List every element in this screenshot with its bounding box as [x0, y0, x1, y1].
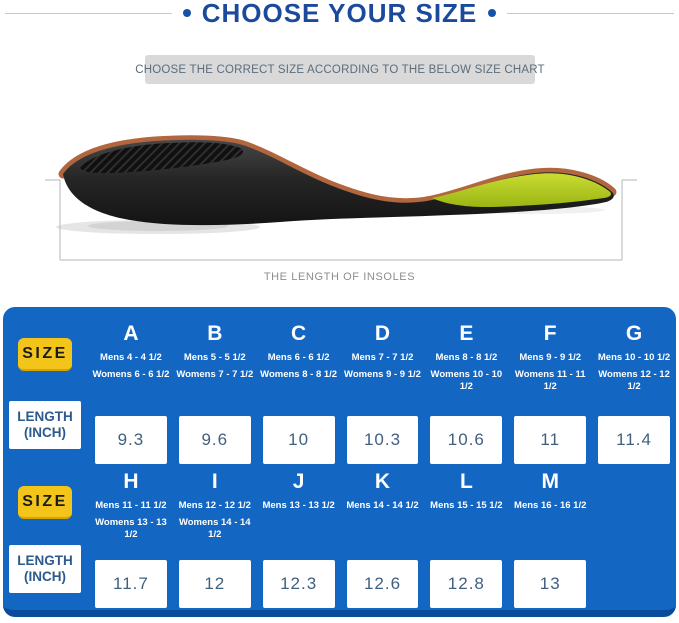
mens-range: Mens 12 - 12 1/2	[178, 500, 251, 511]
length-header-line1: LENGTH	[17, 409, 73, 424]
header-rule-left	[4, 12, 172, 14]
womens-range: Womens 14 - 14 1/2	[178, 517, 251, 540]
empty-size-slot	[592, 455, 676, 541]
length-cell-j: 12.3	[262, 560, 335, 608]
mens-range: Mens 13 - 13 1/2	[262, 500, 335, 511]
size-badge: SIZE	[18, 486, 72, 519]
womens-range: Womens 10 - 10 1/2	[430, 369, 503, 392]
size-letter: C	[291, 322, 307, 345]
mens-range: Mens 6 - 6 1/2	[267, 352, 330, 363]
size-column-m: M Mens 16 - 16 1/2	[508, 455, 592, 541]
length-header-line2: (INCH)	[24, 425, 66, 440]
size-letter: M	[541, 470, 559, 493]
length-header-line2: (INCH)	[24, 569, 66, 584]
size-column-f: F Mens 9 - 9 1/2 Womens 11 - 11 1/2	[508, 307, 592, 397]
length-cell-e: 10.6	[430, 416, 503, 464]
size-letter: H	[123, 470, 139, 493]
size-letter: F	[543, 322, 557, 345]
size-column-k: K Mens 14 - 14 1/2	[341, 455, 425, 541]
mens-range: Mens 7 - 7 1/2	[351, 352, 414, 363]
size-letter: A	[123, 322, 139, 345]
size-column-c: C Mens 6 - 6 1/2 Womens 8 - 8 1/2	[257, 307, 341, 397]
page-header: CHOOSE YOUR SIZE	[0, 0, 679, 28]
size-column-g: G Mens 10 - 10 1/2 Womens 12 - 12 1/2	[592, 307, 676, 397]
length-cell-d: 10.3	[346, 416, 419, 464]
page-title: CHOOSE YOUR SIZE	[201, 0, 478, 28]
size-column-h: H Mens 11 - 11 1/2 Womens 13 - 13 1/2	[89, 455, 173, 541]
length-cell-m: 13	[514, 560, 587, 608]
size-letter: E	[459, 322, 474, 345]
mens-range: Mens 9 - 9 1/2	[519, 352, 582, 363]
mens-range: Mens 16 - 16 1/2	[514, 500, 587, 511]
size-column-d: D Mens 7 - 7 1/2 Womens 9 - 9 1/2	[341, 307, 425, 397]
length-header: LENGTH (INCH)	[9, 545, 81, 593]
empty-length-slot	[592, 541, 676, 603]
womens-range: Womens 13 - 13 1/2	[95, 517, 167, 540]
mens-range: Mens 10 - 10 1/2	[597, 352, 671, 363]
length-cell-h: 11.7	[95, 560, 167, 608]
length-cell-c: 10	[262, 416, 335, 464]
mens-range: Mens 5 - 5 1/2	[183, 352, 246, 363]
size-column-i: I Mens 12 - 12 1/2 Womens 14 - 14 1/2	[173, 455, 257, 541]
title-bullet-right-icon	[488, 9, 497, 17]
length-header-line1: LENGTH	[17, 553, 73, 568]
insole-illustration	[45, 135, 637, 261]
length-cell-a: 9.3	[95, 416, 167, 464]
header-rule-right	[507, 12, 675, 14]
length-dimension-bracket	[45, 179, 637, 261]
size-letter: L	[459, 470, 473, 493]
length-cell-b: 9.6	[178, 416, 251, 464]
mens-range: Mens 14 - 14 1/2	[346, 500, 419, 511]
size-column-a: A Mens 4 - 4 1/2 Womens 6 - 6 1/2	[89, 307, 173, 397]
insole-heel-texture	[80, 142, 243, 174]
mens-range: Mens 4 - 4 1/2	[100, 352, 162, 363]
length-cell-f: 11	[514, 416, 587, 464]
length-cell-i: 12	[178, 560, 251, 608]
size-letter: J	[292, 470, 305, 493]
length-header: LENGTH (INCH)	[9, 401, 81, 449]
womens-range: Womens 6 - 6 1/2	[92, 369, 170, 380]
size-chart-table: SIZE A Mens 4 - 4 1/2 Womens 6 - 6 1/2 B…	[3, 307, 676, 617]
mens-range: Mens 15 - 15 1/2	[430, 500, 503, 511]
womens-range: Womens 8 - 8 1/2	[260, 369, 338, 380]
womens-range: Womens 7 - 7 1/2	[176, 369, 254, 380]
size-column-b: B Mens 5 - 5 1/2 Womens 7 - 7 1/2	[173, 307, 257, 397]
figure-caption: THE LENGTH OF INSOLES	[263, 271, 416, 283]
length-cell-k: 12.6	[346, 560, 419, 608]
womens-range: Womens 11 - 11 1/2	[514, 369, 586, 392]
mens-range: Mens 8 - 8 1/2	[435, 352, 498, 363]
size-column-e: E Mens 8 - 8 1/2 Womens 10 - 10 1/2	[424, 307, 508, 397]
length-cell-l: 12.8	[430, 560, 503, 608]
insole-green-forefoot	[432, 173, 612, 208]
size-letter: K	[374, 470, 391, 493]
size-column-l: L Mens 15 - 15 1/2	[424, 455, 508, 541]
womens-range: Womens 9 - 9 1/2	[344, 369, 421, 380]
size-letter: G	[625, 322, 643, 345]
size-letter: I	[211, 470, 218, 493]
title-bullet-left-icon	[182, 9, 191, 17]
length-cell-g: 11.4	[598, 416, 670, 464]
size-letter: D	[374, 322, 391, 345]
size-badge: SIZE	[18, 338, 72, 371]
size-column-j: J Mens 13 - 13 1/2	[257, 455, 341, 541]
mens-range: Mens 11 - 11 1/2	[95, 500, 167, 511]
womens-range: Womens 12 - 12 1/2	[598, 369, 670, 392]
subtitle-bar: CHOOSE THE CORRECT SIZE ACCORDING TO THE…	[135, 55, 545, 84]
size-letter: B	[207, 322, 223, 345]
